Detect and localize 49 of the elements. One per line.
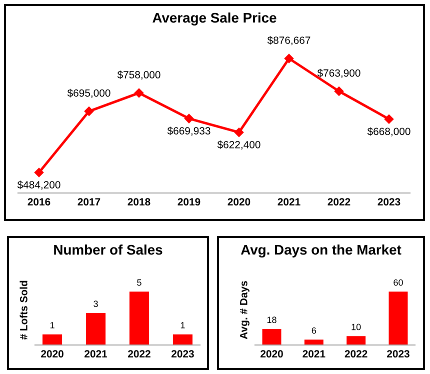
point bbox=[384, 114, 394, 124]
data-label: $695,000 bbox=[67, 88, 110, 98]
data-label: $758,000 bbox=[117, 70, 160, 80]
x-tick-label: 2016 bbox=[28, 198, 50, 206]
x-tick-label: 2022 bbox=[328, 198, 350, 206]
y-axis-title: Avg. # Days bbox=[240, 281, 250, 340]
point bbox=[184, 114, 194, 124]
x-tick-label: 2022 bbox=[128, 350, 150, 358]
x-tick-label: 2023 bbox=[378, 198, 400, 206]
x-tick-label: 2019 bbox=[178, 198, 200, 206]
point bbox=[34, 168, 44, 178]
x-tick-label: 2018 bbox=[128, 198, 150, 206]
data-label: $763,900 bbox=[317, 68, 360, 78]
data-label: $622,400 bbox=[217, 140, 260, 150]
x-tick-label: 2017 bbox=[78, 198, 100, 206]
point bbox=[334, 86, 344, 96]
x-tick-label: 2021 bbox=[84, 350, 108, 358]
bar bbox=[346, 336, 366, 345]
data-label: 3 bbox=[94, 300, 98, 308]
data-label: $668,000 bbox=[367, 127, 410, 136]
x-tick-label: 2022 bbox=[344, 350, 368, 358]
x-tick-label: 2021 bbox=[278, 198, 300, 206]
data-label: 6 bbox=[312, 327, 316, 334]
chart-title: Number of Sales bbox=[54, 244, 162, 255]
x-tick-label: 2021 bbox=[302, 350, 326, 358]
bar bbox=[262, 329, 282, 345]
data-label: 5 bbox=[137, 279, 142, 286]
point bbox=[234, 128, 244, 137]
chart-title: Avg. Days on the Market bbox=[240, 244, 402, 258]
y-axis-title: # Lofts Sold bbox=[20, 280, 28, 340]
data-label: 1 bbox=[180, 322, 185, 328]
data-label: $669,933 bbox=[167, 126, 210, 136]
point bbox=[84, 106, 94, 116]
data-label: 10 bbox=[352, 324, 361, 330]
point bbox=[284, 54, 294, 64]
x-tick-label: 2020 bbox=[41, 350, 64, 358]
x-tick-label: 2023 bbox=[387, 350, 410, 358]
x-tick-label: 2020 bbox=[228, 198, 250, 206]
data-label: 18 bbox=[267, 316, 276, 324]
data-label: $484,200 bbox=[17, 180, 60, 190]
x-tick-label: 2023 bbox=[171, 350, 194, 358]
bar bbox=[304, 340, 324, 345]
data-label: $876,667 bbox=[267, 36, 310, 46]
chart-title: Average Sale Price bbox=[152, 12, 276, 26]
point bbox=[134, 88, 144, 98]
bar bbox=[388, 292, 408, 345]
x-tick-label: 2020 bbox=[260, 350, 283, 358]
data-label: 60 bbox=[394, 279, 403, 286]
data-label: 1 bbox=[50, 322, 54, 328]
